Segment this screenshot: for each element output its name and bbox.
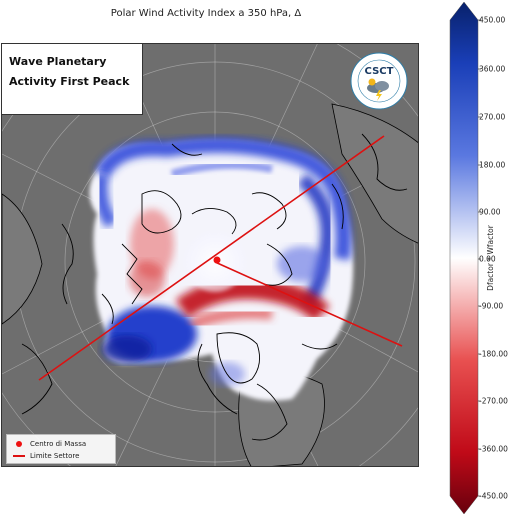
colorbar-ticks [478, 19, 481, 497]
center-dot-icon [16, 441, 22, 447]
map-legend: Centro di Massa Limite Settore [6, 434, 116, 464]
title-box-line1: Wave Planetary [9, 55, 107, 68]
colorbar-tick-label: 0.00 [479, 254, 496, 264]
colorbar-tick-label: -180.00 [479, 349, 508, 359]
colorbar [449, 1, 481, 515]
map-title: Polar Wind Activity Index a 350 hPa, Δ [110, 8, 302, 19]
colorbar-tick-label: -450.00 [479, 491, 508, 501]
sector-line-icon [13, 455, 25, 457]
colorbar-gradient [449, 1, 479, 515]
sector-limit-lines [38, 135, 403, 381]
coastlines [21, 133, 408, 441]
csct-logo: CSCT [350, 52, 408, 110]
legend-center-label: Centro di Massa [30, 440, 87, 448]
title-box-line2: Activity First Peack [9, 75, 130, 88]
colorbar-tick-label: -90.00 [479, 301, 504, 311]
colorbar-tick-label: 360.00 [479, 64, 506, 74]
colorbar-title: Dfactor * Wfactor [486, 225, 495, 291]
colorbar-tick-label: 180.00 [479, 160, 506, 170]
center-of-mass-marker [213, 256, 221, 264]
logo-text: CSCT [365, 66, 394, 77]
wave-activity-title-box: Wave Planetary Activity First Peack [1, 43, 143, 115]
legend-sector-entry: Limite Settore [12, 450, 110, 462]
colorbar-tick-label: 450.00 [479, 15, 506, 25]
colorbar-tick-label: 270.00 [479, 112, 506, 122]
legend-center-entry: Centro di Massa [12, 438, 110, 450]
legend-sector-label: Limite Settore [30, 452, 80, 460]
storm-cloud-icon [367, 78, 389, 101]
colorbar-tick-label: -270.00 [479, 396, 508, 406]
colorbar-tick-label: -360.00 [479, 444, 508, 454]
polar-map [1, 43, 419, 467]
colorbar-tick-label: 90.00 [479, 207, 501, 217]
